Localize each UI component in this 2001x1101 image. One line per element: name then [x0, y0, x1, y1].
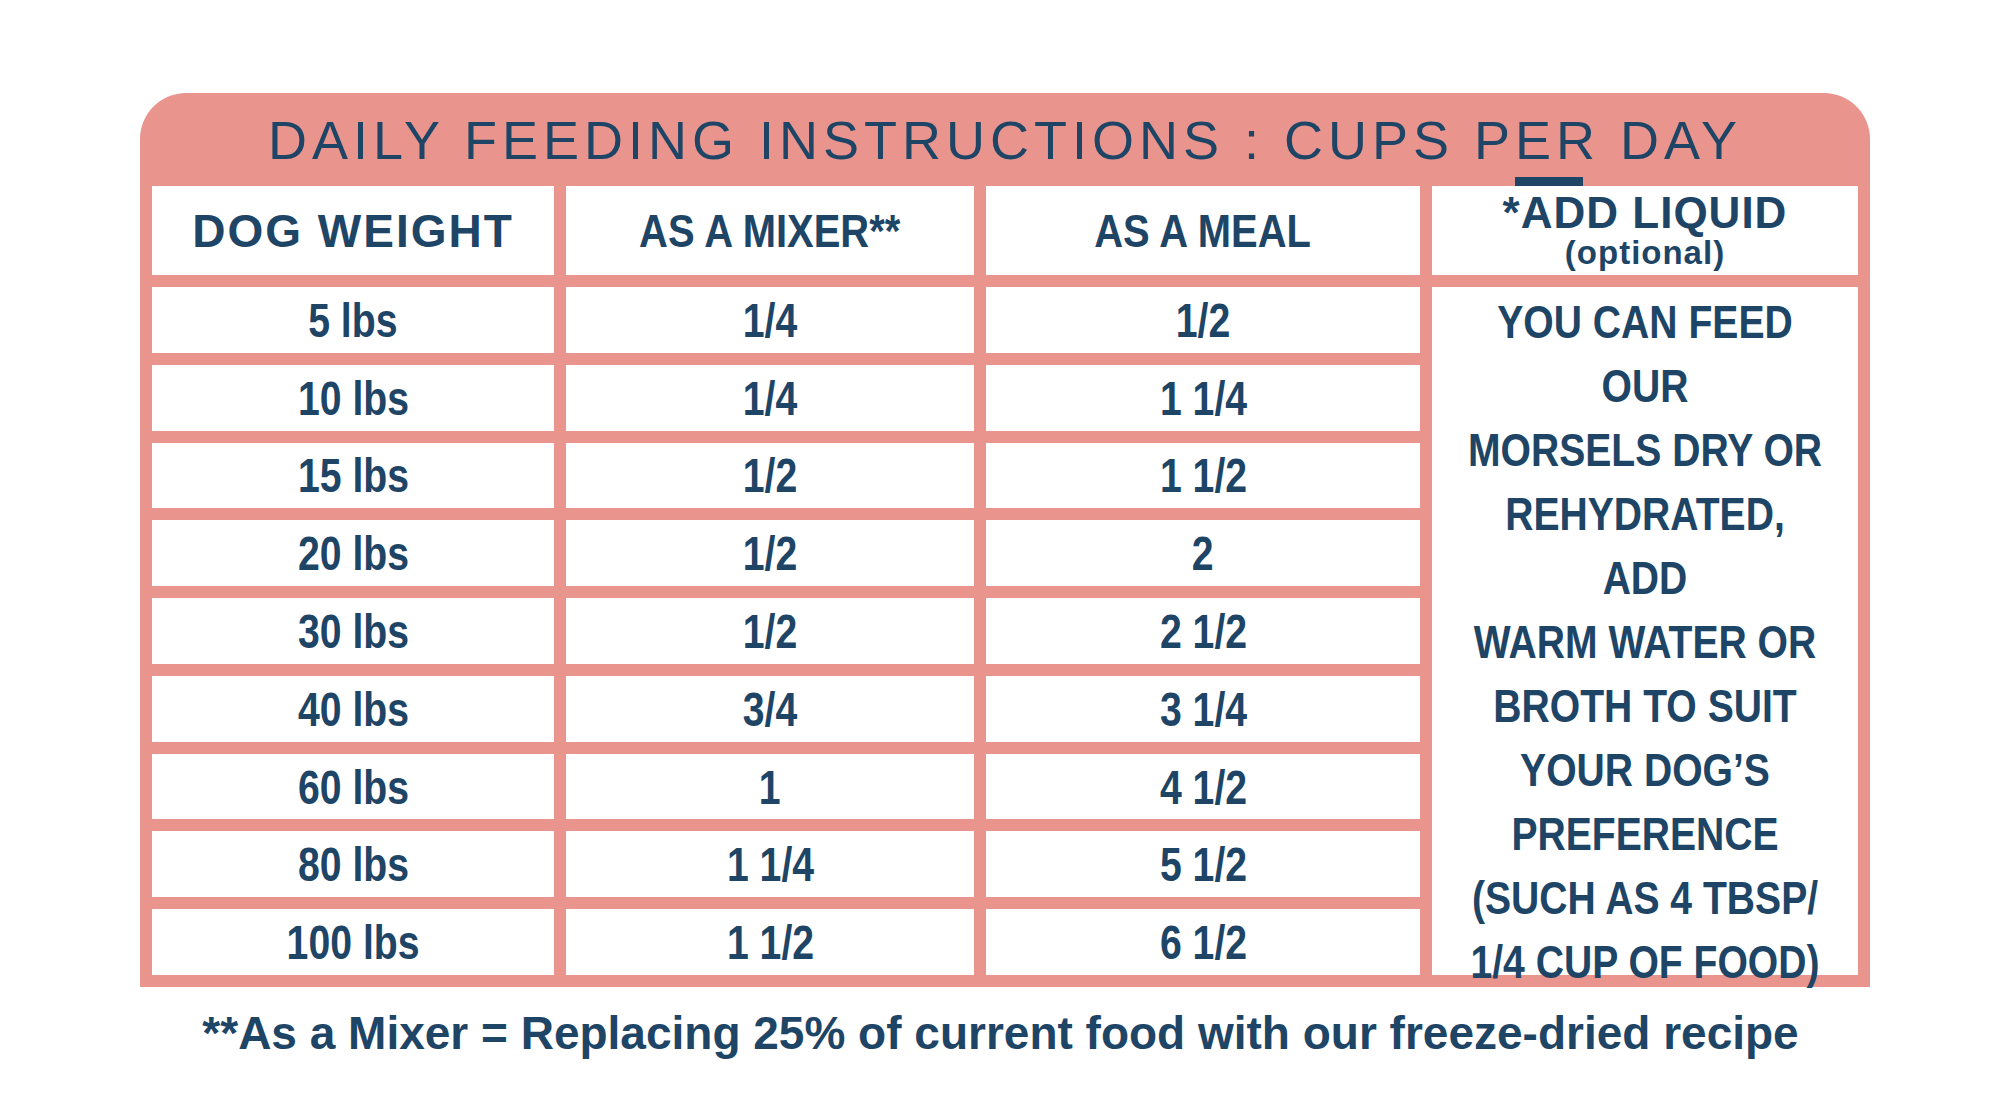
table-title: DAILY FEEDING INSTRUCTIONS : CUPS PER DA…	[140, 93, 1870, 186]
table-cell-mixer: 1/2	[566, 598, 974, 664]
table-cell-mixer: 1 1/4	[566, 831, 974, 897]
table-cell-mixer: 1/2	[566, 520, 974, 586]
table-cell-meal: 3 1/4	[986, 676, 1420, 742]
stray-mark	[1515, 177, 1583, 186]
feeding-table-board: DAILY FEEDING INSTRUCTIONS : CUPS PER DA…	[140, 93, 1870, 987]
meal-header-label: AS A MEAL	[1095, 203, 1312, 258]
mixer-header-label: AS A MIXER**	[639, 203, 900, 258]
add-liquid-header-cell: *ADD LIQUID (optional)	[1432, 186, 1858, 275]
add-liquid-note-text: YOU CAN FEED OUR MORSELS DRY OR REHYDRAT…	[1464, 290, 1826, 994]
mixer-header-cell: AS A MIXER**	[566, 186, 974, 275]
mixer-footnote: **As a Mixer = Replacing 25% of current …	[0, 1006, 2001, 1060]
table-cell-meal: 1/2	[986, 287, 1420, 353]
table-cell-weight: 40 lbs	[152, 676, 554, 742]
table-cell-weight: 60 lbs	[152, 754, 554, 820]
table-cell-mixer: 1/2	[566, 443, 974, 509]
table-cell-meal: 5 1/2	[986, 831, 1420, 897]
table-cell-mixer: 1/4	[566, 365, 974, 431]
table-cell-weight: 80 lbs	[152, 831, 554, 897]
meal-header-cell: AS A MEAL	[986, 186, 1420, 275]
add-liquid-note-cell: YOU CAN FEED OUR MORSELS DRY OR REHYDRAT…	[1432, 287, 1858, 975]
table-cell-weight: 5 lbs	[152, 287, 554, 353]
table-cell-weight: 10 lbs	[152, 365, 554, 431]
table-cell-meal: 1 1/2	[986, 443, 1420, 509]
table-cell-meal: 6 1/2	[986, 909, 1420, 975]
dog-weight-header-label: DOG WEIGHT	[192, 204, 514, 258]
table-cell-meal: 2 1/2	[986, 598, 1420, 664]
table-cell-weight: 15 lbs	[152, 443, 554, 509]
table-cell-mixer: 1	[566, 754, 974, 820]
table-cell-meal: 4 1/2	[986, 754, 1420, 820]
feeding-table: DOG WEIGHT AS A MIXER** AS A MEAL *ADD L…	[152, 186, 1858, 975]
add-liquid-header-label: *ADD LIQUID	[1503, 190, 1788, 236]
table-cell-meal: 2	[986, 520, 1420, 586]
table-cell-weight: 20 lbs	[152, 520, 554, 586]
table-cell-weight: 100 lbs	[152, 909, 554, 975]
dog-weight-header-cell: DOG WEIGHT	[152, 186, 554, 275]
table-cell-mixer: 1/4	[566, 287, 974, 353]
table-cell-weight: 30 lbs	[152, 598, 554, 664]
table-cell-mixer: 3/4	[566, 676, 974, 742]
feeding-instructions-infographic: { "colors": { "salmon": "#E9958D", "navy…	[0, 0, 2001, 1101]
add-liquid-optional-label: (optional)	[1565, 236, 1725, 270]
table-cell-mixer: 1 1/2	[566, 909, 974, 975]
table-cell-meal: 1 1/4	[986, 365, 1420, 431]
